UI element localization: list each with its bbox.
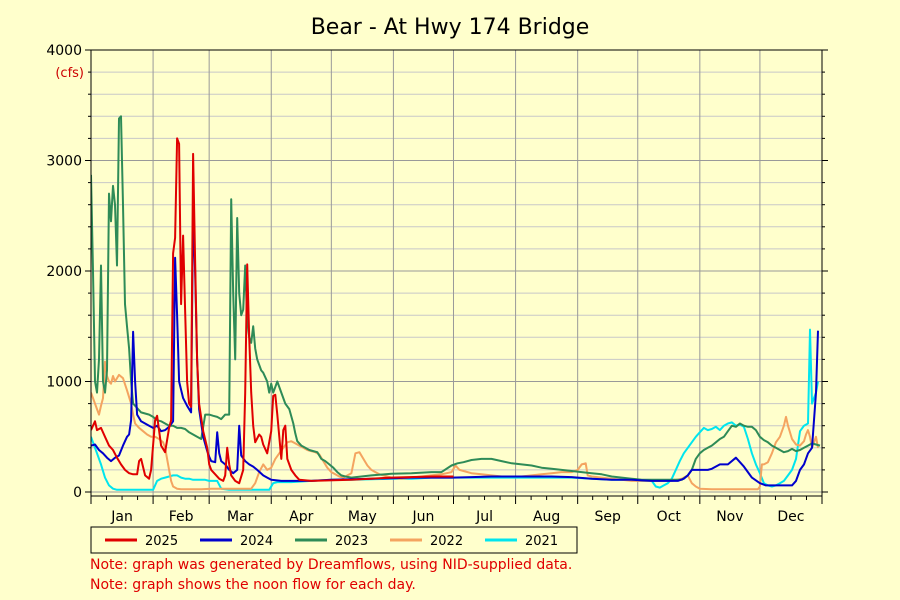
y-tick-label: 0 <box>73 485 82 501</box>
legend-label-2022: 2022 <box>430 534 463 549</box>
legend-label-2024: 2024 <box>240 534 273 549</box>
chart-title: Bear - At Hwy 174 Bridge <box>311 15 590 40</box>
x-tick-label: Nov <box>716 509 743 525</box>
x-tick-label: Jul <box>475 509 493 525</box>
x-tick-label: Dec <box>777 509 804 525</box>
x-tick-label: Jun <box>412 509 435 525</box>
legend-label-2021: 2021 <box>525 534 558 549</box>
series-line-2025 <box>91 137 454 485</box>
series-line-2023 <box>91 115 821 481</box>
x-tick-label: Oct <box>657 509 682 525</box>
y-tick-label: 3000 <box>46 154 82 170</box>
series-line-2022 <box>91 360 819 491</box>
legend-label-2023: 2023 <box>335 534 368 549</box>
series-layer <box>91 115 821 491</box>
x-tick-label: Apr <box>289 509 313 525</box>
y-tick-label: 4000 <box>46 43 82 59</box>
axes: 0 1000 2000 3000 4000 Jan Feb Mar Apr May Jun Jul Au… <box>46 43 828 525</box>
x-tick-label: Feb <box>169 509 194 525</box>
series-line-2024 <box>91 204 819 487</box>
x-tick-label: Aug <box>533 509 560 525</box>
note-noon-flow: Note: graph shows the noon flow for each… <box>90 577 416 593</box>
plot-frame <box>90 49 823 497</box>
x-tick-label: May <box>348 509 377 525</box>
y-tick-label: 1000 <box>46 375 82 391</box>
legend-label-2025: 2025 <box>145 534 178 549</box>
y-axis-unit: (cfs) <box>55 66 84 81</box>
note-source: Note: graph was generated by Dreamflows,… <box>90 557 573 573</box>
legend: 2025 2024 2023 2022 2021 <box>90 526 578 554</box>
y-tick-label: 2000 <box>46 264 82 280</box>
x-tick-label: Mar <box>227 509 254 525</box>
x-tick-label: Sep <box>595 509 622 525</box>
x-tick-label: Jan <box>110 509 133 525</box>
